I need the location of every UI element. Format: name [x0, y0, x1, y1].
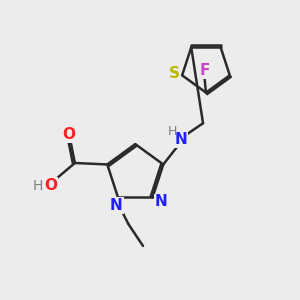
Text: N: N	[110, 198, 123, 213]
Text: N: N	[175, 132, 187, 147]
Text: H: H	[32, 179, 43, 193]
Text: F: F	[199, 63, 210, 78]
Text: S: S	[168, 66, 179, 81]
Text: O: O	[62, 127, 76, 142]
Text: O: O	[44, 178, 57, 193]
Text: H: H	[168, 125, 177, 138]
Text: N: N	[154, 194, 167, 209]
